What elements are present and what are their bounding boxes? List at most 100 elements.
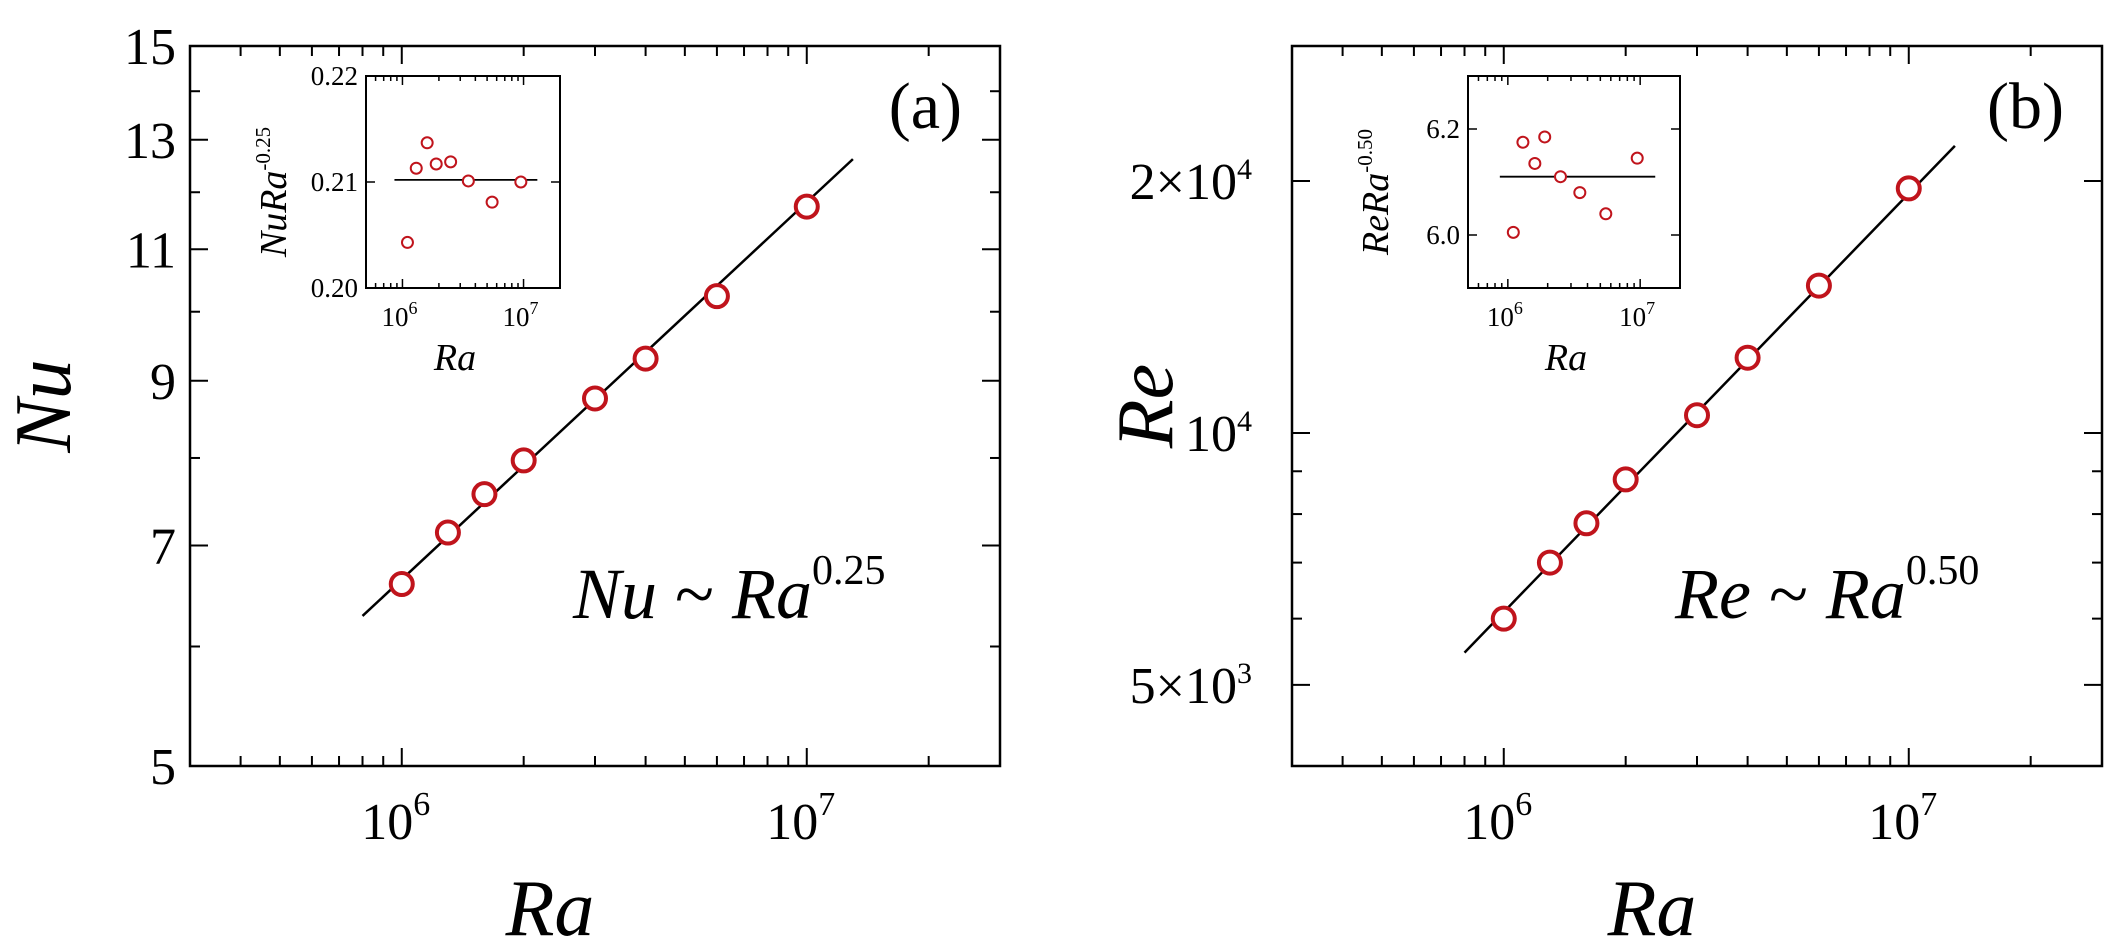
data-point	[1805, 272, 1832, 299]
panel-label-text: (b)	[1987, 70, 2064, 143]
inset-x-axis-title: Ra	[433, 337, 476, 379]
inset-x-tick-label: 107	[503, 298, 539, 332]
inset-x-axis-title: Ra	[1544, 337, 1587, 379]
annotation-tilde: ~	[1769, 554, 1808, 634]
inset-x-tick-exp: 6	[1514, 298, 1523, 318]
annotation-space	[1751, 554, 1769, 634]
x-tick-exp: 6	[1515, 786, 1532, 823]
x-tick-label: 107	[1868, 786, 1937, 851]
y-axis-title-text: Nu	[0, 359, 88, 453]
inset-data-point	[1528, 156, 1542, 170]
inset-data-point	[444, 155, 458, 169]
x-tick-exp: 6	[413, 786, 430, 823]
y-tick-text: 11	[126, 222, 176, 279]
inset-data-point	[1538, 130, 1552, 144]
inset-data-point	[400, 235, 414, 249]
x-axis-title-text: Ra	[1607, 865, 1697, 945]
inset-data-point	[1573, 186, 1587, 200]
x-tick-label: 106	[361, 786, 430, 851]
inset-data-point	[1506, 225, 1520, 239]
annotation-base: Ra	[731, 554, 812, 634]
y-tick-exp: 3	[1237, 657, 1252, 690]
data-point	[388, 571, 415, 598]
inset-x-axis-title-text: Ra	[433, 337, 476, 379]
y-tick-label: 9	[150, 354, 176, 411]
annotation-space	[657, 554, 675, 634]
inset-x-tick-exp: 7	[1646, 298, 1655, 318]
y-tick-label: 15	[124, 19, 176, 76]
y-tick-text: 15	[124, 19, 176, 76]
x-tick-base: 10	[361, 794, 413, 851]
y-tick-prefix: 5×10	[1130, 658, 1237, 715]
x-axis-title-text: Ra	[505, 865, 595, 945]
y-tick-label: 11	[126, 222, 176, 279]
data-point	[703, 283, 730, 310]
x-tick-label: 106	[1463, 786, 1532, 851]
inset-x-tick-base: 10	[381, 302, 408, 332]
data-point	[632, 345, 659, 372]
inset-x-axis-title-text: Ra	[1544, 337, 1587, 379]
y-axis-title-text: Re	[1102, 364, 1190, 449]
annotation-lhs: Nu	[572, 554, 657, 634]
y-tick-label: 7	[150, 518, 176, 575]
x-axis-title: Ra	[1607, 865, 1697, 945]
y-tick-exp: 4	[1237, 153, 1252, 186]
panel-label-text: (a)	[889, 70, 962, 143]
inset-y-tick-label: 6.2	[1426, 114, 1460, 144]
annotation-base: Ra	[1825, 554, 1906, 634]
x-tick-exp: 7	[818, 786, 835, 823]
y-tick-label: 5×103	[1130, 657, 1252, 715]
inset-y-tick-text: 0.22	[311, 61, 358, 91]
inset-y-tick-text: 0.20	[311, 273, 358, 303]
inset-y-axis-title-base: NuRa	[253, 171, 295, 259]
inset-x-tick-label: 106	[1487, 298, 1523, 332]
inset-y-tick-label: 0.21	[311, 167, 358, 197]
y-axis-title: Re	[1102, 364, 1190, 449]
y-tick-text: 13	[124, 113, 176, 170]
y-tick-text: 7	[150, 518, 176, 575]
data-point	[1612, 466, 1639, 493]
inset-x-tick-label: 107	[1619, 298, 1655, 332]
x-tick-base: 10	[1463, 794, 1515, 851]
y-tick-text: 5	[150, 739, 176, 796]
inset-data-point	[461, 174, 475, 188]
inset-data-point	[514, 175, 528, 189]
inset-y-tick-text: 6.0	[1426, 220, 1460, 250]
annotation-exp: 0.25	[812, 548, 886, 594]
data-point	[1734, 344, 1761, 371]
scaling-annotation: Re ~ Ra0.50	[1674, 548, 1979, 634]
annotation-tilde: ~	[675, 554, 714, 634]
annotation-space	[1808, 554, 1826, 634]
inset-y-tick-text: 6.2	[1426, 114, 1460, 144]
inset-y-axis-title: ReRa-0.50	[1353, 129, 1397, 256]
x-tick-base: 10	[766, 794, 818, 851]
x-tick-exp: 7	[1920, 786, 1937, 823]
inset-y-tick-label: 6.0	[1426, 220, 1460, 250]
y-axis-title: Nu	[0, 359, 88, 453]
x-tick-base: 10	[1868, 794, 1920, 851]
annotation-space	[714, 554, 732, 634]
scaling-annotation: Nu ~ Ra0.25	[572, 548, 885, 634]
data-point	[1536, 549, 1563, 576]
inset-y-tick-text: 0.21	[311, 167, 358, 197]
data-point	[793, 193, 820, 220]
inset-x-tick-base: 10	[1619, 302, 1646, 332]
y-tick-label: 104	[1185, 405, 1252, 463]
data-point	[582, 385, 608, 412]
y-tick-label: 2×104	[1130, 153, 1252, 211]
inset-data-point	[1630, 151, 1644, 165]
inset-x-tick-exp: 7	[530, 298, 539, 318]
y-tick-exp: 4	[1237, 405, 1252, 438]
inset-y-axis-title-exp: -0.50	[1353, 129, 1377, 173]
inset-y-axis-title-exp: -0.25	[251, 127, 275, 171]
inset-y-tick-label: 0.20	[311, 273, 358, 303]
inset-x-tick-exp: 6	[408, 298, 417, 318]
data-point	[1573, 510, 1600, 537]
annotation-lhs: Re	[1674, 554, 1751, 634]
data-point	[471, 481, 498, 508]
inset-x-tick-label: 106	[381, 298, 417, 332]
inset-x-tick-base: 10	[503, 302, 530, 332]
